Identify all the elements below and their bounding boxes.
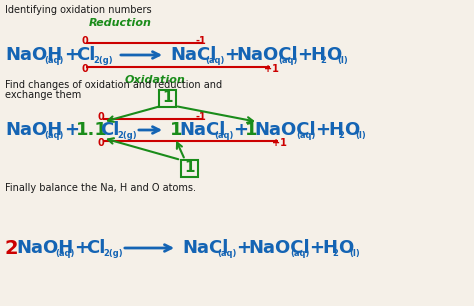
FancyBboxPatch shape: [159, 89, 176, 106]
Text: 2(g): 2(g): [117, 131, 137, 140]
Text: 2(g): 2(g): [103, 249, 123, 258]
Text: Cl: Cl: [76, 46, 95, 64]
Text: NaCl: NaCl: [179, 121, 225, 139]
Text: 1: 1: [185, 161, 195, 176]
Text: NaOH: NaOH: [5, 46, 62, 64]
Text: Oxidation: Oxidation: [125, 75, 185, 85]
Text: -1: -1: [196, 36, 207, 46]
Text: 2: 2: [320, 56, 326, 65]
Text: 0: 0: [98, 112, 105, 122]
Text: (aq): (aq): [217, 249, 237, 258]
Text: +: +: [74, 239, 89, 257]
Text: +: +: [297, 46, 312, 64]
Text: (aq): (aq): [296, 131, 315, 140]
Text: NaCl: NaCl: [170, 46, 216, 64]
Text: Cl: Cl: [100, 121, 119, 139]
Text: H: H: [328, 121, 343, 139]
Text: +: +: [64, 121, 79, 139]
Text: 1: 1: [245, 121, 257, 139]
Text: (l): (l): [355, 131, 366, 140]
Text: (aq): (aq): [205, 56, 224, 65]
Text: 2: 2: [5, 238, 18, 258]
Text: H: H: [310, 46, 325, 64]
Text: +1: +1: [272, 138, 287, 148]
Text: NaOCl: NaOCl: [254, 121, 316, 139]
Text: 0: 0: [82, 36, 89, 46]
Text: 2(g): 2(g): [93, 56, 113, 65]
Text: Finally balance the Na, H and O atoms.: Finally balance the Na, H and O atoms.: [5, 183, 196, 193]
Text: NaOCl: NaOCl: [248, 239, 310, 257]
Text: O: O: [344, 121, 359, 139]
Text: (aq): (aq): [44, 131, 64, 140]
Text: (aq): (aq): [55, 249, 74, 258]
Text: NaOH: NaOH: [16, 239, 73, 257]
Text: NaOH: NaOH: [5, 121, 62, 139]
Text: Cl: Cl: [86, 239, 105, 257]
Text: O: O: [338, 239, 353, 257]
Text: 1: 1: [163, 91, 173, 106]
Text: H: H: [322, 239, 337, 257]
Text: +: +: [224, 46, 239, 64]
Text: Find changes of oxidation and reduction and: Find changes of oxidation and reduction …: [5, 80, 222, 90]
Text: +: +: [309, 239, 324, 257]
Text: +: +: [233, 121, 248, 139]
Text: exchange them: exchange them: [5, 90, 81, 100]
Text: +1: +1: [264, 64, 279, 74]
Text: Identifying oxidation numbers: Identifying oxidation numbers: [5, 5, 152, 15]
Text: +: +: [64, 46, 79, 64]
Text: 0: 0: [82, 64, 89, 74]
Text: 2: 2: [338, 131, 344, 140]
Text: (l): (l): [349, 249, 360, 258]
Text: +: +: [236, 239, 251, 257]
Text: (aq): (aq): [290, 249, 310, 258]
Text: +: +: [315, 121, 330, 139]
Text: (l): (l): [337, 56, 348, 65]
Text: (aq): (aq): [214, 131, 233, 140]
FancyBboxPatch shape: [182, 159, 199, 177]
Text: -1: -1: [196, 112, 207, 122]
Text: (aq): (aq): [278, 56, 297, 65]
Text: NaCl: NaCl: [182, 239, 228, 257]
Text: 1: 1: [170, 121, 182, 139]
Text: 2: 2: [332, 249, 338, 258]
Text: O: O: [326, 46, 341, 64]
Text: (aq): (aq): [44, 56, 64, 65]
Text: Reduction: Reduction: [89, 18, 151, 28]
Text: 0: 0: [98, 138, 105, 148]
Text: NaOCl: NaOCl: [236, 46, 298, 64]
Text: 1.1: 1.1: [76, 121, 108, 139]
